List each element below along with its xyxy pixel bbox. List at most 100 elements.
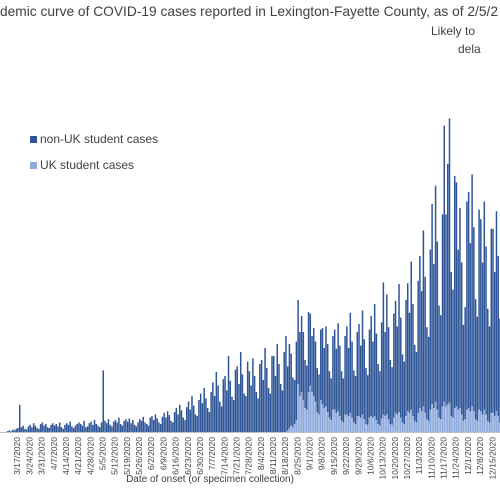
bar <box>476 420 479 432</box>
bar <box>252 358 254 432</box>
bar <box>353 422 355 432</box>
x-tick-label: 6/23/2020 <box>183 437 193 475</box>
bar <box>213 396 216 432</box>
annotation: dela <box>458 42 481 56</box>
bar <box>358 324 360 416</box>
bar <box>408 412 411 432</box>
x-tick-label: 3/17/2020 <box>12 437 22 475</box>
bar <box>431 204 433 404</box>
bar <box>295 341 298 420</box>
bar <box>72 428 75 432</box>
bar <box>309 385 312 432</box>
bar <box>426 327 428 420</box>
bar <box>339 345 341 416</box>
bar <box>139 419 141 432</box>
bar <box>464 307 466 420</box>
bar <box>370 416 372 432</box>
bar <box>490 228 493 413</box>
bar <box>220 406 223 432</box>
bar <box>366 424 369 432</box>
x-tick-label: 9/29/2020 <box>353 437 363 475</box>
bar <box>76 424 78 432</box>
bar <box>375 420 378 432</box>
bar <box>222 379 225 432</box>
bar <box>88 423 91 432</box>
bar <box>394 412 397 432</box>
x-tick-label: 5/19/2020 <box>122 437 132 475</box>
bar <box>459 208 461 408</box>
bar <box>413 344 416 421</box>
bar <box>145 424 148 432</box>
bar <box>483 201 486 410</box>
bar <box>375 333 378 420</box>
bar <box>292 427 294 432</box>
annotation: Likely to <box>431 24 475 38</box>
bar <box>71 426 73 432</box>
bar <box>217 385 219 432</box>
bar <box>466 409 468 432</box>
bar <box>306 409 308 432</box>
bar <box>394 300 397 413</box>
bar <box>304 408 306 432</box>
bar <box>239 352 242 432</box>
bar <box>219 401 221 432</box>
bar <box>307 312 310 392</box>
bar <box>316 412 319 432</box>
bar <box>95 424 98 432</box>
bar <box>314 401 317 432</box>
bar <box>339 416 341 432</box>
bar <box>309 313 312 386</box>
x-tick-label: 5/12/2020 <box>110 437 120 475</box>
bar <box>264 348 266 432</box>
bar <box>267 388 270 432</box>
bar <box>347 416 350 432</box>
bar <box>172 422 174 432</box>
bar <box>441 214 444 407</box>
bar <box>361 414 364 432</box>
x-tick-label: 6/9/2020 <box>158 437 168 470</box>
bar <box>415 352 418 423</box>
bar <box>173 412 176 432</box>
x-tick-label: 9/22/2020 <box>341 437 351 475</box>
bar <box>186 407 188 432</box>
x-tick-label: 5/5/2020 <box>97 437 107 470</box>
bar <box>372 341 374 418</box>
bar <box>471 406 473 432</box>
bar <box>448 402 451 432</box>
bar <box>464 419 466 432</box>
x-tick-label: 7/28/2020 <box>244 437 254 475</box>
bar <box>405 300 407 416</box>
bar <box>208 412 211 432</box>
bar <box>323 408 325 432</box>
bar <box>102 370 104 432</box>
bar <box>452 289 454 418</box>
bar <box>241 374 244 432</box>
bar <box>175 408 178 432</box>
x-tick-label: 8/4/2020 <box>256 437 266 470</box>
bar <box>401 354 404 423</box>
bar <box>307 392 310 432</box>
bar <box>274 376 277 432</box>
bar <box>417 280 419 413</box>
bar <box>156 418 158 432</box>
bar <box>410 261 412 410</box>
bar <box>393 313 395 418</box>
bar <box>39 424 42 432</box>
bar <box>281 390 284 432</box>
bar <box>41 422 44 432</box>
bar <box>22 425 24 432</box>
bar <box>250 385 252 432</box>
bar <box>469 243 472 412</box>
bar <box>476 316 479 421</box>
x-tick-label: 4/21/2020 <box>73 437 83 475</box>
bar <box>473 227 475 412</box>
bar <box>424 276 426 413</box>
x-tick-label: 10/6/2020 <box>365 437 375 475</box>
bar <box>52 423 54 432</box>
bar <box>396 414 399 432</box>
bar <box>406 283 409 412</box>
bar <box>460 262 463 415</box>
bar <box>316 368 319 412</box>
bar <box>302 400 305 432</box>
bar <box>363 339 365 420</box>
